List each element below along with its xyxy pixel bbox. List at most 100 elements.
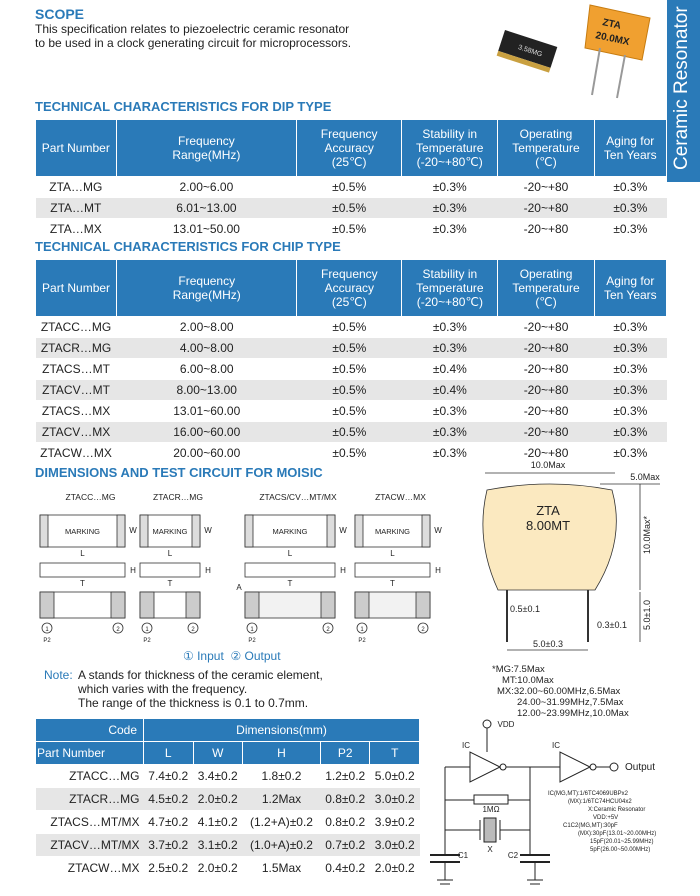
radial-drawing	[482, 472, 660, 651]
electrode	[421, 514, 431, 548]
legend: ① Input ② Output	[183, 649, 281, 663]
header-line: Aging for	[606, 134, 655, 148]
pad	[354, 591, 370, 619]
header-line: Ten Years	[603, 148, 657, 162]
pin	[322, 622, 334, 634]
cell: -20~+80	[497, 400, 595, 422]
header-line: Part Number	[41, 141, 110, 155]
label: 1	[45, 627, 49, 633]
cell: ±0.3%	[594, 379, 667, 401]
label: C1C2(MG,MT):30pF	[563, 823, 618, 829]
cell: ZTACC…MG	[35, 316, 117, 338]
label: T	[168, 579, 173, 588]
cell: 0.8±0.2	[320, 787, 370, 811]
cell: 3.7±0.2	[143, 833, 193, 857]
header-line: (-20~+80℃)	[416, 295, 483, 309]
label: T	[80, 579, 85, 588]
cell: ±0.3%	[594, 218, 667, 239]
pin	[41, 622, 53, 634]
header-row: Part Number L W H P2 T	[35, 741, 420, 765]
label: 5pF(26.00~50.00MHz)	[590, 847, 650, 853]
cell: ±0.3%	[594, 421, 667, 443]
cell: ±0.5%	[296, 316, 402, 338]
header-line: Part Number	[42, 281, 111, 295]
header-line: Operating	[519, 267, 573, 281]
label: 0.5±0.1	[510, 604, 540, 614]
radial-note: MX:32.00~60.00MHz,6.5Max	[497, 686, 621, 697]
header-line: (25℃)	[331, 155, 367, 169]
header-line: Range(MHz)	[172, 288, 241, 302]
cell: (1.2+A)±0.2	[242, 810, 321, 834]
header-line: Temperature	[512, 281, 580, 295]
spec-table: Part Number Frequency Range(MHz) Frequency A…	[35, 119, 668, 239]
label: W	[434, 526, 442, 535]
cell: 4.5±0.2	[143, 787, 193, 811]
row: ZTACS…MT 6.00~8.00 ±0.5% ±0.4% -20~+80 ±0.3%	[35, 358, 667, 380]
cell: -20~+80	[497, 316, 595, 338]
label: W	[204, 526, 212, 535]
chip-bottom	[244, 591, 336, 619]
label: X	[487, 845, 493, 854]
note-label: Note:	[44, 668, 73, 682]
header-line: Frequency	[178, 274, 236, 288]
header-cell: Stability in Temperature (-20~+80℃)	[401, 259, 499, 317]
cell: ±0.3%	[401, 197, 498, 219]
cell: -20~+80	[497, 218, 595, 239]
label: L	[80, 549, 85, 558]
label: P2	[248, 638, 256, 644]
header-cell: Frequency Range(MHz)	[115, 119, 298, 177]
pin	[187, 622, 199, 634]
cell: ZTACR…MG	[35, 787, 144, 811]
cell: ±0.5%	[296, 176, 402, 198]
header-cell: Operating Temperature (℃)	[497, 259, 595, 317]
cell: 3.0±0.2	[369, 787, 420, 811]
radial-note: 24.00~31.99MHz,7.5Max	[517, 697, 624, 708]
cell: ±0.3%	[594, 197, 667, 219]
cell: 0.8±0.2	[320, 810, 370, 834]
cell: -20~+80	[497, 197, 595, 219]
dims-table: Code Dimensions(mm) Part Number L W H P2 T ZTACC…	[35, 718, 420, 879]
electrode	[354, 514, 364, 548]
label: 10.0Max*	[642, 515, 652, 554]
header-line: Operating	[519, 127, 573, 141]
cell: ZTACS…MT	[35, 358, 117, 380]
legend-output: ② Output	[230, 649, 281, 663]
header-line: (-20~+80℃)	[416, 155, 483, 169]
cell: 4.7±0.2	[143, 810, 193, 834]
label: 5.0Max	[630, 472, 660, 482]
label: IC(MG,MT):1/6TC4069UBPx2	[548, 791, 629, 797]
cell: -20~+80	[497, 358, 595, 380]
electrode	[116, 514, 126, 548]
header-line: Temperature	[512, 141, 580, 155]
header-row: Code Dimensions(mm)	[35, 718, 420, 742]
header-cell: H	[242, 741, 321, 765]
cell: 4.00~8.00	[116, 337, 297, 359]
scope-line: to be used in a clock generating circuit…	[35, 36, 352, 50]
pad	[139, 591, 155, 619]
label: C2	[508, 851, 519, 860]
cell: 4.1±0.2	[193, 810, 243, 834]
cell: -20~+80	[497, 337, 595, 359]
label: IC	[552, 741, 560, 750]
cell: ±0.3%	[401, 421, 498, 443]
cell: ±0.3%	[594, 337, 667, 359]
header-line: Ten Years	[603, 288, 657, 302]
label: P2	[43, 638, 51, 644]
pin	[356, 622, 368, 634]
cell: 1.2±0.2	[320, 764, 370, 788]
electrode	[244, 514, 254, 548]
header-line: Stability in	[422, 267, 478, 281]
cell: ±0.3%	[594, 442, 667, 463]
radial-notes: *MG:7.5Max MT:10.0Max MX:32.00~60.00MHz,6.…	[492, 664, 629, 719]
header-line: (25℃)	[331, 295, 367, 309]
label: IC	[462, 741, 470, 750]
spec-table: Part Number Frequency Range(MHz) Frequency A…	[34, 259, 668, 463]
cell: ±0.3%	[594, 358, 667, 380]
pin	[112, 622, 124, 634]
cell: ±0.3%	[401, 337, 498, 359]
label: C1	[458, 851, 469, 860]
row: ZTACR…MG 4.5±0.2 2.0±0.2 1.2Max 0.8±0.2 3.0±0…	[35, 787, 420, 811]
cell: 3.1±0.2	[193, 833, 243, 857]
cell: ZTACS…MX	[35, 400, 117, 422]
label: 1	[250, 627, 254, 633]
